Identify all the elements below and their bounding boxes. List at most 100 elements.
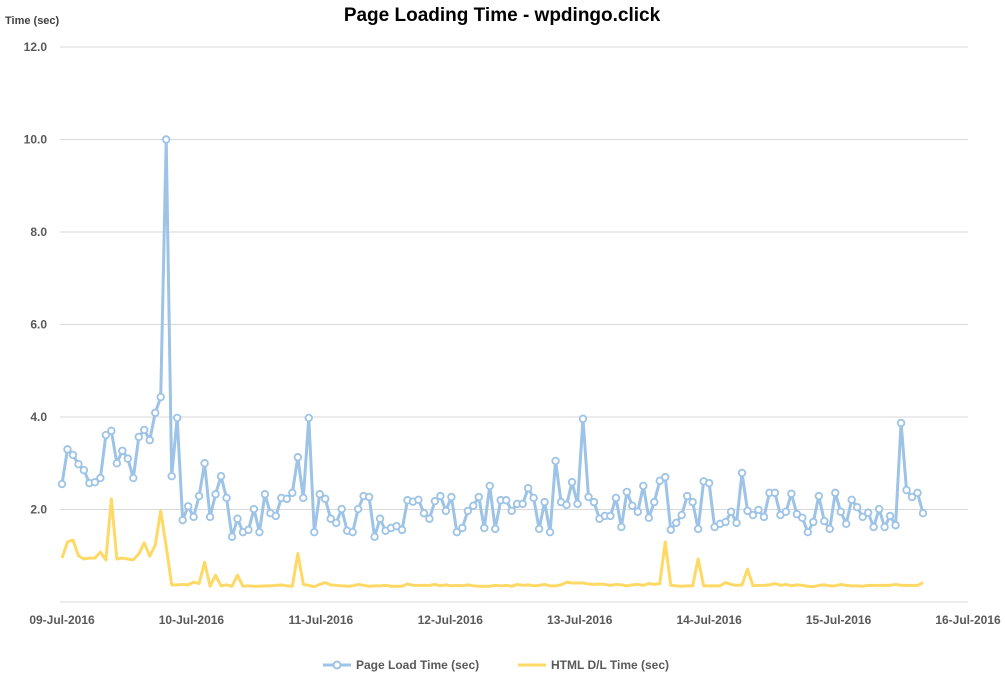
data-point (441, 506, 451, 516)
data-point (200, 459, 209, 468)
data-point (814, 491, 824, 501)
data-point (523, 484, 533, 493)
x-tick-label: 16-Jul-2016 (935, 613, 1001, 627)
data-point (534, 524, 544, 534)
data-point (732, 518, 741, 528)
data-point (578, 414, 588, 424)
legend-label-page-load: Page Load Time (sec) (356, 658, 479, 672)
data-point (430, 496, 440, 506)
data-point (737, 468, 747, 478)
data-point (156, 392, 165, 402)
data-point (452, 527, 462, 537)
data-point (123, 454, 133, 463)
data-point (562, 500, 571, 510)
y-tick-label: 4.0 (30, 410, 47, 424)
data-point (353, 504, 363, 514)
data-point (304, 413, 313, 423)
data-point (211, 490, 220, 499)
data-point (255, 527, 264, 537)
data-point (161, 135, 171, 144)
data-point (145, 435, 154, 445)
data-point (260, 490, 270, 499)
y-tick-label: 10.0 (24, 133, 48, 147)
data-point (458, 523, 467, 533)
data-point (518, 499, 527, 509)
data-point (902, 485, 911, 495)
data-point (216, 472, 226, 481)
data-point (392, 521, 401, 531)
data-point (364, 492, 374, 502)
y-tick-label: 6.0 (30, 318, 47, 332)
data-point (227, 532, 237, 541)
legend: Page Load Time (sec) HTML D/L Time (sec) (323, 658, 669, 672)
data-point (507, 506, 516, 516)
data-point (704, 478, 714, 488)
data-point (485, 481, 494, 491)
data-point (491, 524, 500, 534)
legend-marker-page-load (332, 660, 342, 670)
data-point (748, 510, 758, 520)
data-point (836, 507, 845, 517)
data-point (244, 525, 253, 535)
data-point (348, 527, 357, 537)
data-point (891, 521, 900, 530)
data-point (874, 504, 884, 514)
data-point (337, 504, 346, 514)
data-point (644, 513, 653, 523)
data-point (847, 495, 856, 504)
data-point (178, 515, 187, 525)
data-point (567, 478, 577, 487)
data-point (639, 481, 648, 491)
data-point (726, 507, 736, 517)
data-point (573, 499, 582, 509)
data-point (606, 511, 615, 521)
data-point (57, 479, 67, 489)
data-point (885, 511, 895, 521)
data-point (677, 510, 686, 520)
data-point (463, 506, 473, 516)
data-point (650, 497, 659, 507)
data-point (293, 453, 303, 462)
data-point (545, 527, 555, 537)
data-point (469, 501, 478, 510)
data-point (628, 501, 637, 510)
data-point (682, 491, 692, 501)
data-point (721, 517, 730, 527)
data-point (633, 507, 643, 517)
data-point (310, 527, 319, 537)
data-point (918, 509, 928, 518)
data-point (172, 413, 182, 423)
data-point (672, 518, 681, 528)
data-point (112, 459, 122, 468)
data-point (474, 492, 483, 502)
data-point (622, 487, 632, 497)
data-point (661, 472, 670, 482)
data-point (397, 525, 407, 535)
data-point (107, 426, 116, 436)
data-point (858, 512, 867, 522)
data-point (436, 491, 445, 501)
chart-title: Page Loading Time - wpdingo.click (344, 5, 661, 26)
data-point (502, 496, 511, 505)
y-tick-labels: 12.0 10.0 8.0 6.0 4.0 2.0 (24, 40, 48, 517)
data-point (529, 493, 538, 503)
data-point (743, 506, 752, 516)
data-point (375, 514, 385, 523)
data-point (74, 459, 83, 469)
data-point (271, 511, 281, 521)
y-tick-label: 8.0 (30, 225, 47, 239)
data-point (140, 425, 149, 435)
data-point (447, 492, 456, 502)
data-point (787, 489, 796, 498)
data-point (589, 497, 599, 507)
data-point (419, 509, 429, 518)
y-tick-label: 2.0 (30, 503, 47, 517)
data-point (183, 502, 193, 511)
data-point (129, 473, 138, 483)
x-tick-label: 10-Jul-2016 (159, 613, 225, 627)
data-point (205, 512, 215, 522)
legend-label-html-dl: HTML D/L Time (sec) (551, 658, 669, 672)
data-point (842, 519, 851, 529)
data-point (249, 504, 259, 514)
